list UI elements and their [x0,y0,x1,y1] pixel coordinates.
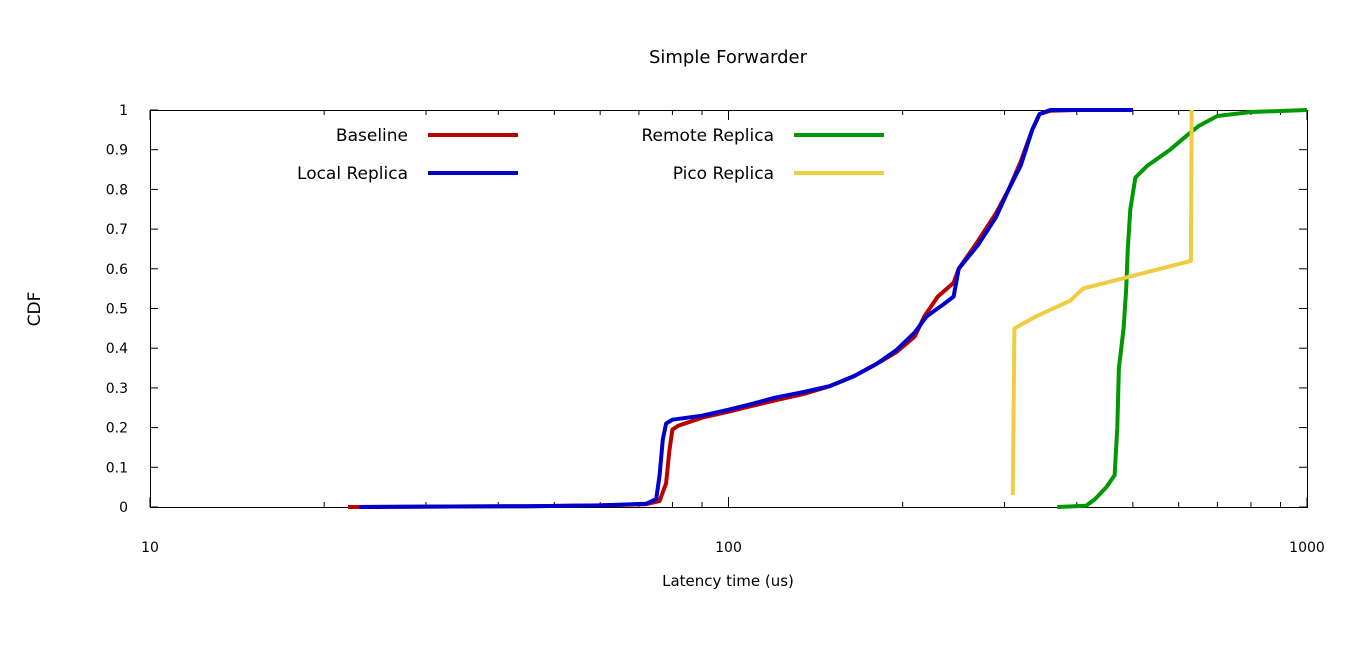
series-line-pico-replica [1010,109,1194,496]
legend-item: Local Replica [297,164,518,184]
y-tick-label: 0 [119,500,128,516]
legend-item: Remote Replica [641,126,884,146]
chart-title: Simple Forwarder [649,47,808,68]
y-tick-label: 0.8 [106,182,128,198]
y-tick-label: 0.2 [106,421,128,437]
y-tick-label: 0.6 [106,262,128,278]
y-tick-label: 0.9 [106,143,128,159]
legend-item: Pico Replica [673,164,884,184]
x-tick-label: 10 [141,540,159,556]
axis-ticks: 0 0.1 0.2 0.3 0.4 0.5 0.6 0.7 0.8 0.9 1 10 100 1000 [106,103,1325,556]
x-axis-label: Latency time (us) [662,572,794,590]
legend-label: Local Replica [297,164,408,184]
series-lines [348,108,1308,509]
y-tick-label: 0.1 [106,460,128,476]
y-tick-label: 0.7 [106,222,128,238]
legend-item: Baseline [336,126,518,146]
series-line-remote-replica [1057,108,1308,509]
legend-label: Pico Replica [673,164,774,184]
y-axis-label: CDF [25,292,45,327]
x-tick-label: 1000 [1289,540,1325,556]
legend-label: Baseline [336,126,408,146]
legend-label: Remote Replica [641,126,774,146]
series-line-local-replica [359,108,1133,509]
y-tick-label: 1 [119,103,128,119]
y-tick-label: 0.4 [106,341,128,357]
legend: Baseline Local Replica Remote Replica Pico … [297,126,884,184]
y-tick-label: 0.3 [106,381,128,397]
x-tick-label: 100 [715,540,742,556]
y-tick-label: 0.5 [106,302,128,318]
